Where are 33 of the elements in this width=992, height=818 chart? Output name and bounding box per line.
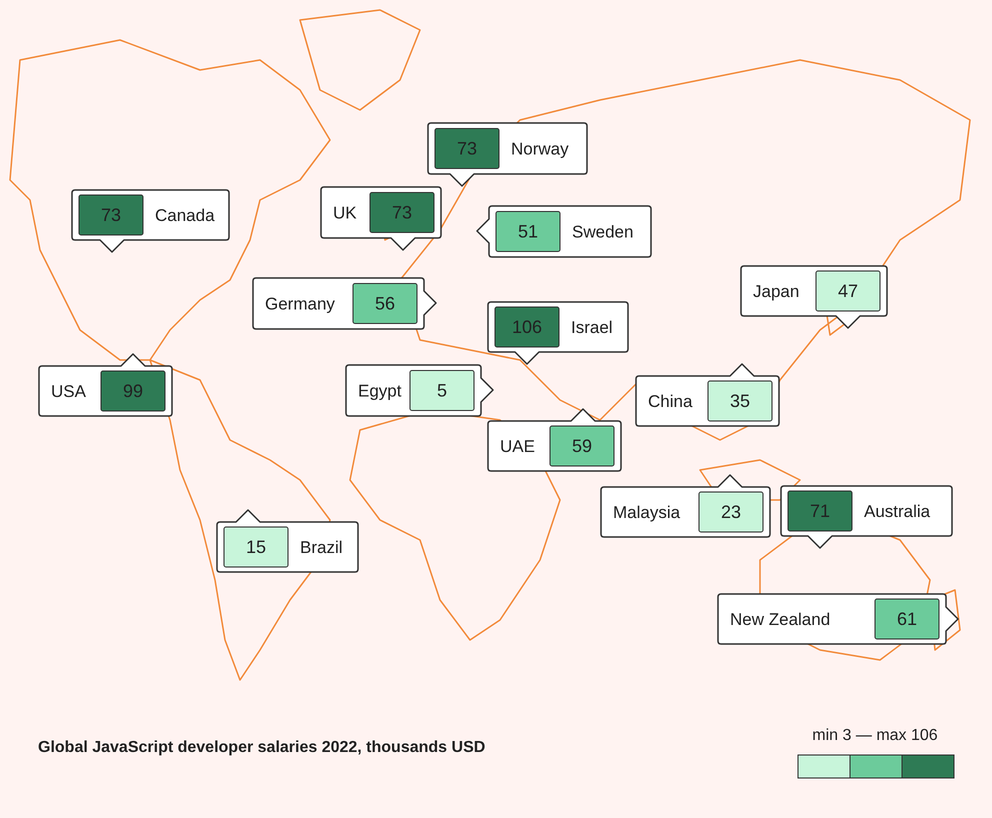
legend-title: min 3 — max 106: [812, 727, 938, 744]
data-label: 51: [518, 222, 538, 242]
data-label: 61: [896, 609, 918, 629]
data-label: 23: [720, 502, 742, 522]
category-label: USA: [51, 382, 87, 401]
data-label: 35: [730, 391, 750, 411]
category-label: New Zealand: [730, 610, 830, 629]
text: Global JavaScript developer salaries 2022, thousands USD: [38, 739, 486, 756]
color-scale-key: min 3 — max 106: [798, 727, 954, 778]
data-label: 73: [100, 205, 122, 225]
data-label: 71: [810, 501, 830, 521]
data-label: 106: [512, 317, 542, 337]
data-label: 99: [122, 381, 144, 401]
data-label: 15: [246, 537, 266, 557]
category-label: Japan: [753, 282, 800, 301]
data-label: 56: [374, 294, 396, 314]
category-label: Australia: [864, 502, 931, 521]
data-label: 47: [838, 281, 858, 301]
data-label: 59: [572, 436, 592, 456]
category-label: Brazil: [300, 538, 343, 557]
category-label: Egypt: [358, 382, 402, 400]
category-label: Germany: [265, 294, 336, 314]
category-label: UAE: [500, 437, 535, 456]
data-label: 5: [436, 380, 448, 400]
category-label: Malaysia: [613, 503, 681, 522]
category-label: China: [648, 392, 693, 411]
category-label: Sweden: [572, 222, 634, 242]
category-label: Norway: [511, 140, 570, 158]
category-label: Israel: [571, 318, 613, 337]
data-label: 73: [456, 138, 478, 158]
category-label: Canada: [155, 206, 216, 225]
category-label: UK: [333, 204, 358, 222]
data-label: 73: [392, 202, 412, 222]
